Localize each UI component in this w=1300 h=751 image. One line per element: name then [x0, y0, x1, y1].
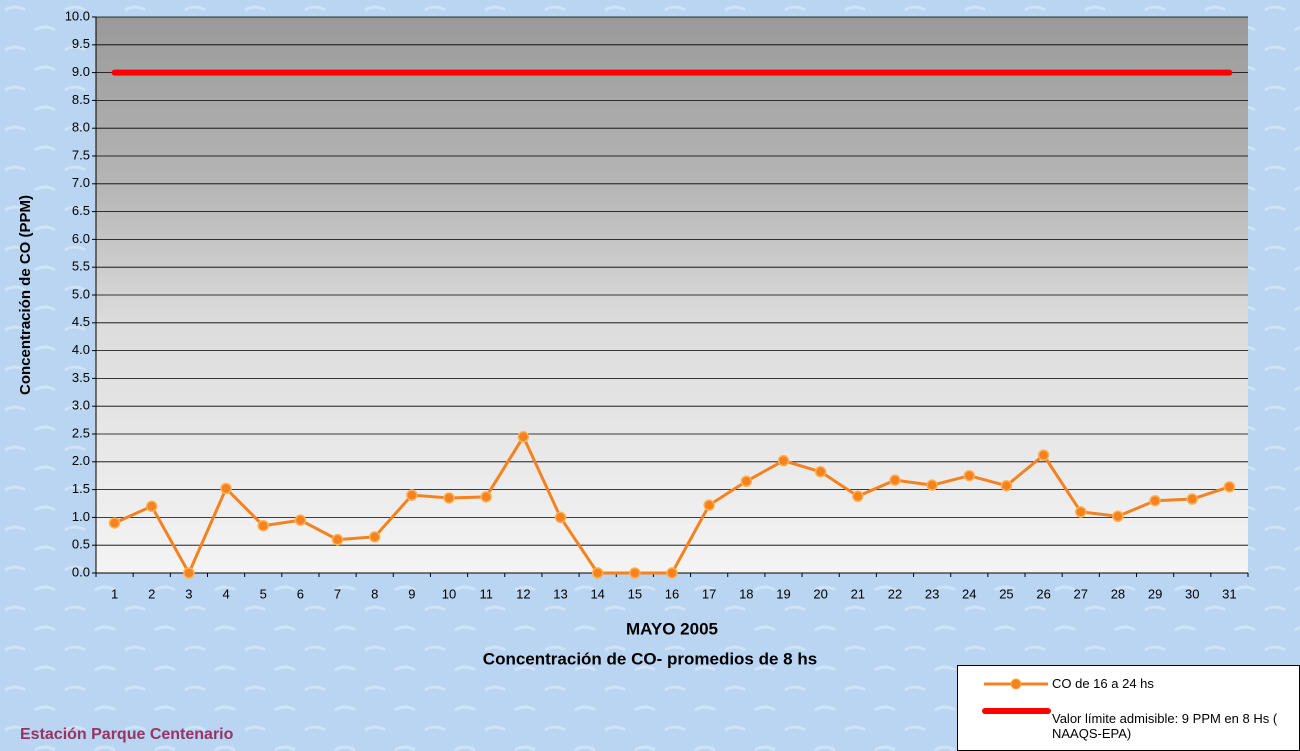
y-tick-label: 0.5	[72, 537, 90, 552]
data-point	[740, 475, 753, 488]
x-tick-label: 27	[1074, 586, 1088, 601]
x-tick-label: 17	[702, 586, 716, 601]
x-tick-label: 7	[334, 586, 341, 601]
x-tick-label: 23	[925, 586, 939, 601]
x-tick-label: 20	[813, 586, 827, 601]
y-tick-label: 7.0	[72, 175, 90, 190]
x-tick-label: 14	[590, 586, 604, 601]
y-tick-label: 4.0	[72, 342, 90, 357]
y-tick-label: 1.5	[72, 481, 90, 496]
y-tick-label: 8.0	[72, 120, 90, 135]
y-tick-label: 2.0	[72, 453, 90, 468]
legend-symbol	[982, 708, 1051, 714]
data-point	[554, 511, 567, 524]
y-tick-label: 8.5	[72, 92, 90, 107]
y-axis-label: Concentración de CO (PPM)	[17, 195, 34, 395]
y-tick-label: 3.0	[72, 398, 90, 413]
x-tick-label: 3	[185, 586, 192, 601]
y-tick-label: 6.5	[72, 203, 90, 218]
data-point	[629, 567, 641, 579]
x-tick-label: 6	[297, 586, 304, 601]
data-point	[257, 519, 269, 532]
data-point	[926, 479, 938, 491]
data-point	[108, 517, 121, 529]
data-point	[294, 514, 307, 526]
y-tick-label: 7.5	[72, 147, 90, 162]
x-tick-label: 13	[553, 586, 567, 601]
data-point	[852, 490, 864, 503]
x-tick-label: 30	[1185, 586, 1199, 601]
x-tick-label: 31	[1222, 586, 1236, 601]
x-tick-label: 8	[371, 586, 378, 601]
x-tick-label: 10	[442, 586, 456, 601]
data-point	[777, 454, 790, 467]
legend-symbol	[984, 678, 1048, 690]
data-point	[331, 533, 344, 546]
x-tick-label: 12	[516, 586, 530, 601]
data-point	[1037, 449, 1050, 461]
legend-marker	[1010, 678, 1022, 690]
x-tick-label: 24	[962, 586, 976, 601]
legend-entry: Valor límite admisible: 9 PPM en 8 Hs ( …	[1052, 711, 1278, 741]
y-tick-label: 9.5	[72, 36, 90, 51]
data-point	[1149, 494, 1161, 507]
x-tick-label: 1	[111, 586, 118, 601]
data-point	[963, 469, 976, 482]
x-tick-label: 25	[999, 586, 1013, 601]
y-tick-label: 1.0	[72, 509, 90, 524]
y-tick-label: 5.0	[72, 286, 90, 301]
x-tick-label: 16	[665, 586, 679, 601]
data-point	[1223, 481, 1236, 493]
data-point	[1112, 510, 1124, 523]
x-tick-label: 19	[776, 586, 790, 601]
y-tick-label: 3.5	[72, 370, 90, 385]
x-tick-label: 9	[408, 586, 415, 601]
station-label: Estación Parque Centenario	[20, 726, 234, 743]
data-point	[889, 474, 901, 486]
data-point	[406, 489, 418, 501]
data-point	[220, 482, 232, 495]
data-point	[368, 531, 381, 543]
x-tick-label: 2	[148, 586, 155, 601]
data-point	[703, 499, 715, 511]
data-point	[666, 567, 678, 579]
x-tick-label: 4	[222, 586, 229, 601]
data-point	[443, 492, 455, 504]
data-point	[1075, 506, 1087, 518]
x-tick-label: 28	[1111, 586, 1125, 601]
data-point	[1000, 479, 1013, 492]
x-tick-label: 5	[260, 586, 267, 601]
y-tick-label: 2.5	[72, 425, 90, 440]
y-tick-label: 6.0	[72, 231, 90, 246]
x-tick-label: 26	[1036, 586, 1050, 601]
data-point	[183, 567, 195, 579]
x-axis-label: MAYO 2005	[626, 619, 718, 638]
y-tick-label: 0.0	[72, 564, 90, 579]
data-point	[814, 466, 827, 478]
y-tick-label: 5.5	[72, 259, 90, 274]
chart-title: Concentración de CO- promedios de 8 hs	[483, 649, 817, 668]
x-tick-label: 22	[888, 586, 902, 601]
y-tick-label: 10.0	[65, 8, 90, 23]
x-tick-label: 29	[1148, 586, 1162, 601]
y-tick-label: 9.0	[72, 64, 90, 79]
y-tick-label: 4.5	[72, 314, 90, 329]
legend-entry: CO de 16 a 24 hs	[1052, 676, 1154, 691]
legend: CO de 16 a 24 hs Valor límite admisible:…	[957, 665, 1300, 751]
x-tick-label: 15	[628, 586, 642, 601]
x-tick-label: 21	[851, 586, 865, 601]
data-point	[591, 567, 604, 579]
data-point	[145, 500, 158, 513]
x-tick-label: 11	[479, 586, 493, 601]
data-point	[1186, 493, 1199, 505]
data-point	[480, 491, 492, 503]
data-point	[517, 431, 530, 443]
x-tick-label: 18	[739, 586, 753, 601]
